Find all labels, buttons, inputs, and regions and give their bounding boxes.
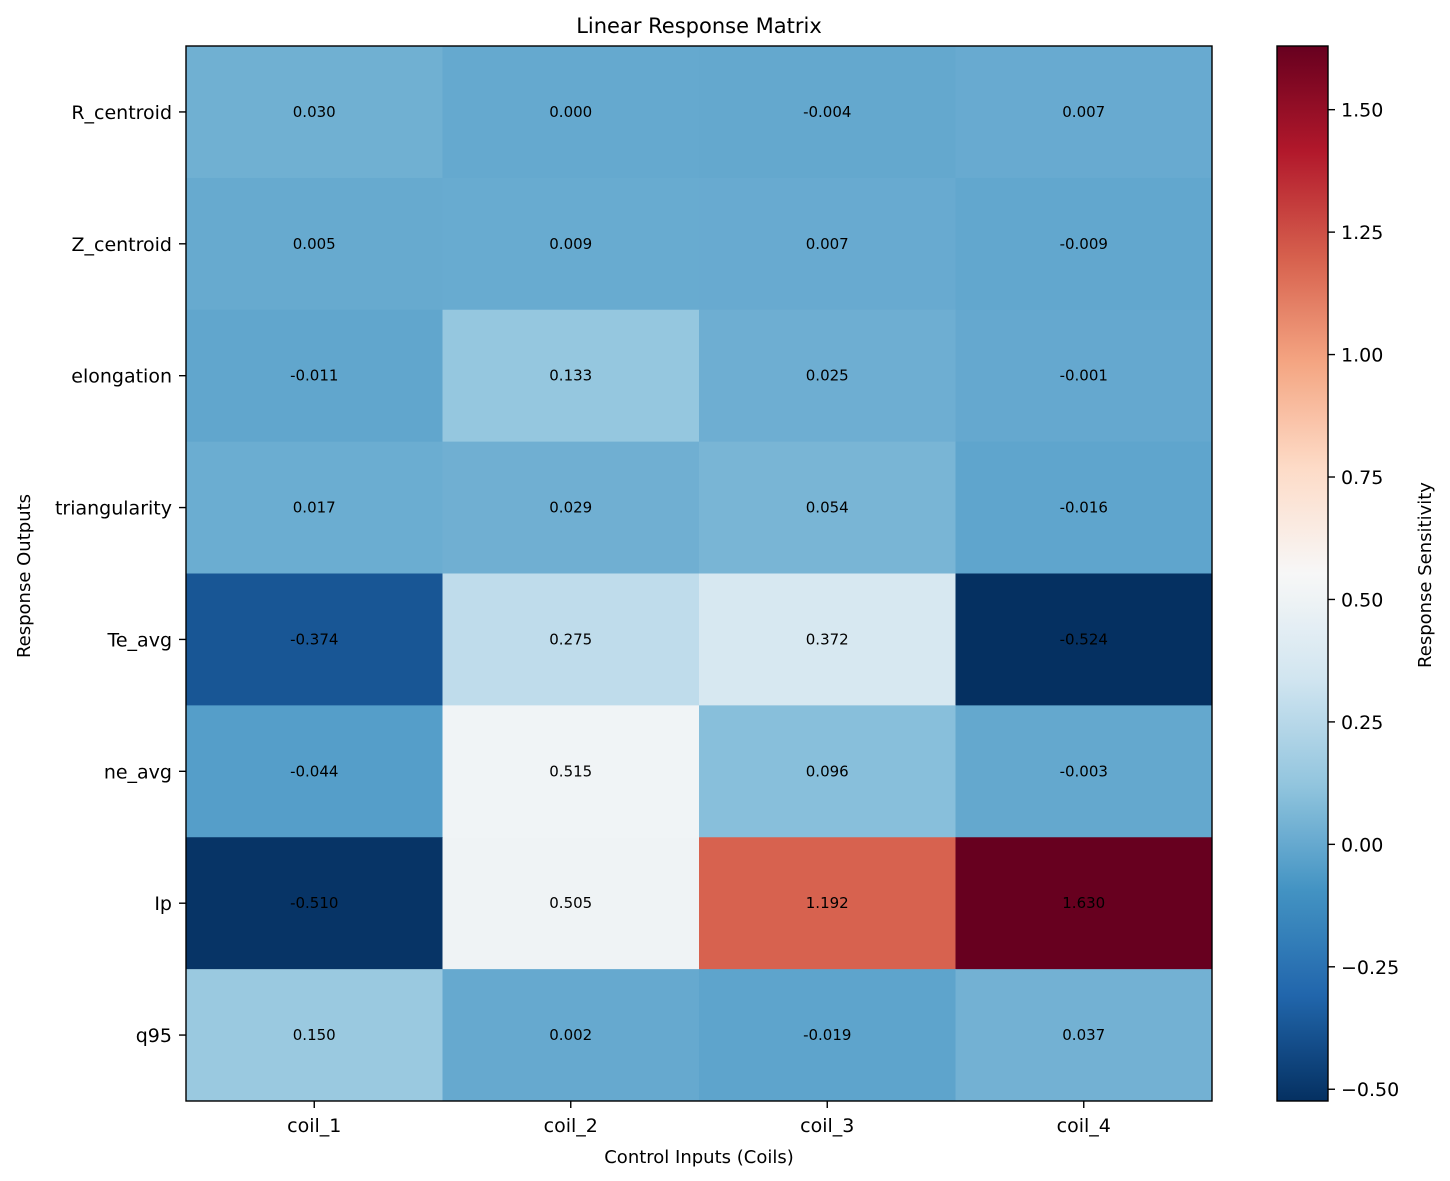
cell-value-label: 0.025 xyxy=(806,367,849,385)
cell-value-label: 0.372 xyxy=(806,630,849,648)
heatmap-cell xyxy=(699,46,956,179)
cell-value-label: 0.000 xyxy=(549,103,592,121)
y-tick-label: ne_avg xyxy=(104,761,172,783)
heatmap-cell xyxy=(186,309,443,443)
heatmap-cell xyxy=(186,46,443,179)
heatmap-cell xyxy=(442,441,700,574)
cell-value-label: 0.505 xyxy=(549,894,592,912)
plot-frame xyxy=(185,45,1213,1102)
heatmap-cell xyxy=(186,837,443,970)
colorbar-ticks: −0.50 −0.25 0.00 0.25 0.50 0.75 1.00 1.25 1.50 xyxy=(1328,100,1399,1101)
heatmap-cell xyxy=(699,177,956,311)
heatmap-cell xyxy=(186,441,443,574)
cell-value-label: -0.001 xyxy=(1060,367,1108,385)
y-tick-label: Te_avg xyxy=(106,629,172,651)
heatmap-cell xyxy=(186,969,443,1102)
colorbar-tick-label: 1.25 xyxy=(1341,222,1383,244)
y-tick-label: elongation xyxy=(71,366,172,388)
cell-value-labels: 0.030 0.000 -0.004 0.007 0.005 0.009 0.007 -0.0… xyxy=(290,103,1108,1044)
cell-value-label: 0.150 xyxy=(293,1026,336,1044)
x-tick-label: coil_1 xyxy=(287,1115,341,1137)
cell-value-label: 0.275 xyxy=(549,630,592,648)
y-tick-label: triangularity xyxy=(55,498,172,520)
cell-value-label: 0.054 xyxy=(806,499,849,517)
cell-value-label: -0.003 xyxy=(1060,762,1108,780)
y-axis-ticks: R_centroid Z_centroid elongation triangular… xyxy=(55,102,186,1047)
cell-value-label: 0.009 xyxy=(549,235,592,253)
cell-value-label: 0.133 xyxy=(549,367,592,385)
x-axis-ticks: coil_1 coil_2 coil_3 coil_4 xyxy=(287,1101,1111,1137)
heatmap-cell xyxy=(442,46,700,179)
x-tick-label: coil_4 xyxy=(1057,1115,1111,1137)
cell-value-label: -0.016 xyxy=(1060,499,1108,517)
heatmap-cell xyxy=(955,177,1213,311)
colorbar-tick-label: 0.50 xyxy=(1341,589,1383,611)
cell-value-label: 0.096 xyxy=(806,762,849,780)
x-axis-label: Control Inputs (Coils) xyxy=(604,1147,794,1168)
heatmap-cell xyxy=(186,177,443,311)
y-tick-label: Z_centroid xyxy=(71,234,172,256)
cell-value-label: -0.011 xyxy=(290,367,338,385)
chart-title: Linear Response Matrix xyxy=(576,14,822,38)
x-tick-label: coil_3 xyxy=(800,1115,854,1137)
heatmap-cell xyxy=(186,705,443,838)
heatmap-cell xyxy=(699,573,956,706)
cell-value-label: -0.009 xyxy=(1060,235,1108,253)
cell-value-label: -0.524 xyxy=(1060,630,1108,648)
colorbar-tick-label: 1.50 xyxy=(1341,100,1383,122)
cell-value-label: -0.004 xyxy=(803,103,851,121)
heatmap-cell xyxy=(442,837,700,970)
cell-value-label: 1.630 xyxy=(1062,894,1105,912)
colorbar-label: Response Sensitivity xyxy=(1415,482,1436,668)
heatmap-cell xyxy=(186,573,443,706)
y-tick-label: q95 xyxy=(136,1025,172,1047)
colorbar-tick-label: −0.25 xyxy=(1341,957,1399,979)
cell-value-label: 0.017 xyxy=(293,499,336,517)
heatmap-cell xyxy=(955,573,1213,706)
y-tick-label: R_centroid xyxy=(71,102,172,124)
heatmap-cell xyxy=(699,309,956,443)
y-axis-label: Response Outputs xyxy=(14,494,35,658)
x-tick-label: coil_2 xyxy=(544,1115,598,1137)
cell-value-label: 0.005 xyxy=(293,235,336,253)
cell-value-label: -0.510 xyxy=(290,894,338,912)
colorbar-tick-label: 0.25 xyxy=(1341,712,1383,734)
colorbar-tick-label: −0.50 xyxy=(1341,1079,1399,1101)
cell-value-label: 1.192 xyxy=(806,894,849,912)
cell-value-label: 0.002 xyxy=(549,1026,592,1044)
cell-value-label: -0.019 xyxy=(803,1026,851,1044)
cell-value-label: -0.374 xyxy=(290,630,338,648)
cell-value-label: 0.030 xyxy=(293,103,336,121)
heatmap-cells xyxy=(186,46,1213,1102)
heatmap-cell xyxy=(955,441,1213,574)
heatmap-cell xyxy=(699,705,956,838)
cell-value-label: 0.029 xyxy=(549,499,592,517)
cell-value-label: 0.037 xyxy=(1062,1026,1105,1044)
heatmap-cell xyxy=(955,969,1213,1102)
heatmap-cell xyxy=(442,969,700,1102)
heatmap-cell xyxy=(955,46,1213,179)
heatmap-cell xyxy=(442,573,700,706)
heatmap-cell xyxy=(442,177,700,311)
heatmap-cell xyxy=(955,705,1213,838)
heatmap-cell xyxy=(699,837,956,970)
colorbar-tick-label: 1.00 xyxy=(1341,345,1383,367)
heatmap-cell xyxy=(699,441,956,574)
cell-value-label: 0.007 xyxy=(1062,103,1105,121)
colorbar xyxy=(1276,45,1329,1102)
cell-value-label: 0.515 xyxy=(549,762,592,780)
colorbar-tick-label: 0.00 xyxy=(1341,834,1383,856)
heatmap-cell xyxy=(699,969,956,1102)
heatmap-cell xyxy=(955,309,1213,443)
heatmap-cell xyxy=(442,705,700,838)
colorbar-tick-label: 0.75 xyxy=(1341,467,1383,489)
heatmap-cell xyxy=(955,837,1213,970)
heatmap-cell xyxy=(442,309,700,443)
y-tick-label: Ip xyxy=(154,893,172,915)
cell-value-label: -0.044 xyxy=(290,762,338,780)
cell-value-label: 0.007 xyxy=(806,235,849,253)
